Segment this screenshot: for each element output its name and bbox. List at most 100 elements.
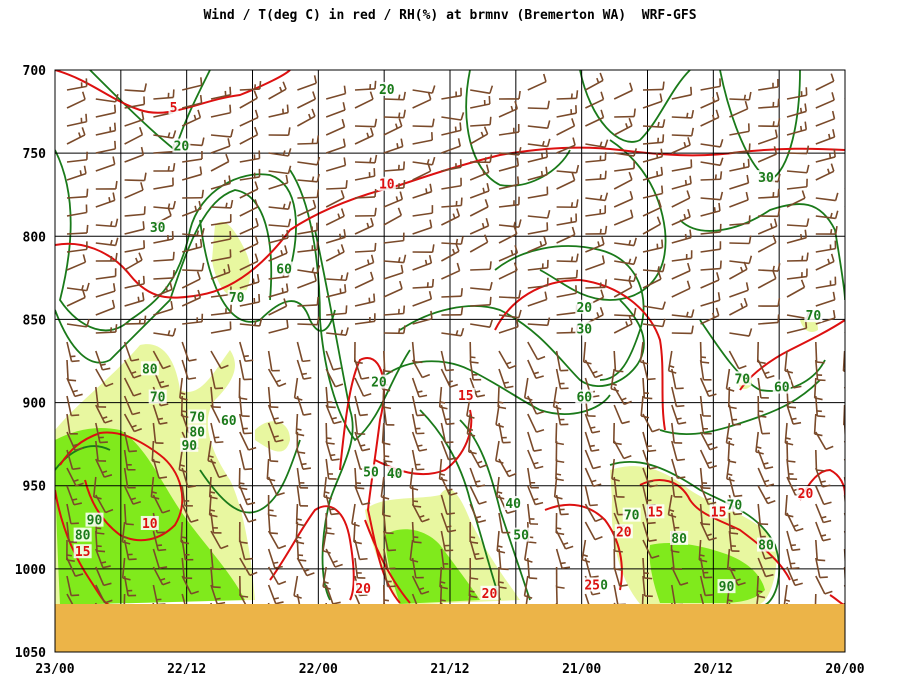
wind-barb xyxy=(729,261,748,280)
wind-barb xyxy=(239,449,253,471)
rh-contour-label: 30 xyxy=(576,322,592,337)
wind-barb xyxy=(494,440,504,464)
wind-barb xyxy=(729,158,750,172)
wind-barb xyxy=(844,206,845,208)
temp-contour-label: 20 xyxy=(616,525,632,540)
rh-contour-label: 80 xyxy=(142,362,158,377)
wind-barb xyxy=(441,112,465,121)
rh-contour-label: 40 xyxy=(387,467,403,482)
wind-barb xyxy=(642,119,666,128)
wind-barb xyxy=(182,262,205,272)
wind-barb xyxy=(239,273,260,289)
wind-barb xyxy=(469,217,490,235)
rh-contour-label: 70 xyxy=(806,309,822,324)
wind-barb xyxy=(383,191,404,208)
wind-barb xyxy=(613,190,634,208)
wind-barb xyxy=(758,98,780,109)
wind-barb xyxy=(700,241,722,253)
wind-barb xyxy=(815,309,836,325)
wind-barb xyxy=(786,121,808,136)
wind-barb xyxy=(614,237,637,247)
wind-barb xyxy=(527,485,544,506)
temp-contour-label: 5 xyxy=(170,101,178,116)
rh-contour-label-bg xyxy=(85,512,104,527)
wind-barb xyxy=(412,156,436,166)
wind-barb xyxy=(124,292,145,307)
wind-barb xyxy=(411,341,423,364)
wind-barb xyxy=(210,584,226,605)
wind-barb xyxy=(584,503,604,523)
wind-barb xyxy=(757,359,775,379)
wind-barb xyxy=(555,368,569,390)
wind-barb xyxy=(239,126,259,145)
wind-barb xyxy=(843,530,845,536)
wind-barb xyxy=(325,85,347,100)
wind-barb xyxy=(497,566,507,590)
wind-barb xyxy=(297,91,317,109)
x-tick-label: 20/00 xyxy=(825,662,864,677)
rh-contour-label-bg xyxy=(188,409,207,424)
wind-barb xyxy=(181,271,201,289)
wind-barb xyxy=(613,350,624,373)
wind-barb xyxy=(498,176,520,190)
wind-barb xyxy=(642,503,656,525)
wind-barb xyxy=(786,440,796,463)
wind-barb xyxy=(153,251,175,262)
wind-barb xyxy=(815,163,835,181)
y-tick-label: 1050 xyxy=(15,646,46,661)
wind-barb xyxy=(527,557,538,580)
chart-title: Wind / T(deg C) in red / RH(%) at brmnv … xyxy=(203,8,697,23)
wind-barb xyxy=(412,91,432,109)
wind-barb xyxy=(469,341,479,364)
wind-barb xyxy=(411,449,425,471)
wind-barb xyxy=(268,245,288,262)
wind-barb xyxy=(671,208,691,226)
wind-barb xyxy=(642,301,666,311)
wind-barb xyxy=(729,174,750,190)
wind-barb xyxy=(354,118,378,128)
wind-barb xyxy=(498,124,520,136)
wind-barb xyxy=(124,206,146,217)
wind-barb xyxy=(267,548,283,569)
wind-barb xyxy=(671,548,682,570)
wind-barb xyxy=(728,530,740,553)
wind-barb xyxy=(297,265,321,274)
temp-contour-label-bg xyxy=(480,585,499,600)
wind-barb xyxy=(268,148,292,157)
wind-barb xyxy=(124,172,147,182)
rh-contour-label: 70 xyxy=(727,499,743,514)
wind-barb xyxy=(181,200,202,217)
wind-barb xyxy=(699,449,718,469)
wind-barb xyxy=(296,557,315,577)
wind-barb xyxy=(297,173,320,183)
wind-barb xyxy=(725,368,735,392)
wind-barb xyxy=(297,296,319,307)
wind-barb xyxy=(700,157,724,167)
rh-contour-label-bg xyxy=(575,389,594,404)
wind-barb xyxy=(181,166,203,181)
wind-barb xyxy=(527,291,548,307)
wind-barb xyxy=(556,172,576,190)
wind-barb xyxy=(498,100,519,118)
wind-barb xyxy=(210,128,234,138)
wind-barb xyxy=(786,268,808,280)
wind-barb xyxy=(699,557,713,579)
wind-barb xyxy=(757,395,767,418)
wind-barb xyxy=(354,271,374,289)
wind-barb xyxy=(239,109,259,127)
wind-barb xyxy=(267,476,285,496)
wind-barb xyxy=(758,314,780,325)
wind-barb xyxy=(95,458,113,478)
wind-barb xyxy=(438,386,448,410)
wind-barb xyxy=(699,485,717,506)
temp-contour-label: 15 xyxy=(711,505,727,520)
y-tick-label: 850 xyxy=(23,313,47,328)
rh-contour-label-bg xyxy=(717,579,736,594)
wind-barb xyxy=(239,217,259,235)
wind-barb xyxy=(210,548,221,571)
wind-barb xyxy=(786,566,803,587)
wind-barb xyxy=(642,359,656,381)
wind-barb xyxy=(613,209,634,226)
rh-contour-label: 90 xyxy=(719,580,735,595)
wind-barb xyxy=(843,440,845,445)
